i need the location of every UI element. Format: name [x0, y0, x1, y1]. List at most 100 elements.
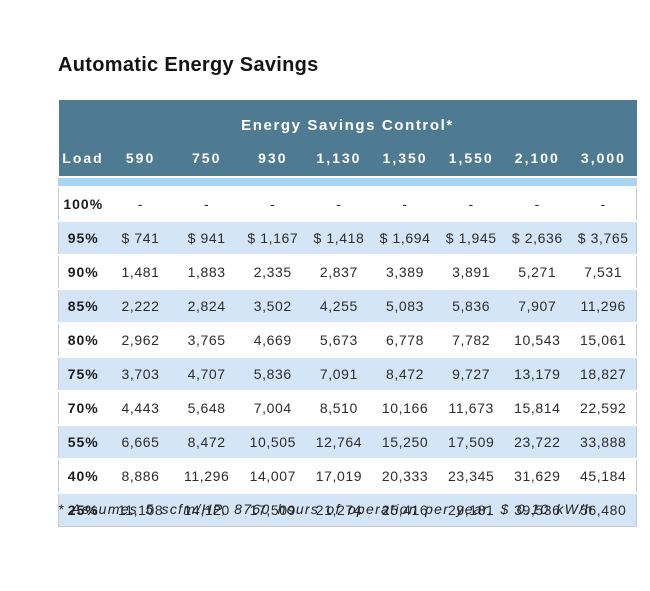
value-cell: -: [504, 186, 571, 221]
value-cell: 17,509: [438, 424, 505, 459]
value-cell: 4,443: [107, 390, 174, 425]
value-cell: 33,888: [570, 424, 638, 459]
value-cell: 45,184: [570, 458, 638, 493]
load-cell: 40%: [58, 458, 108, 493]
value-cell: 31,629: [504, 458, 571, 493]
table-row: 85% 2,222 2,824 3,502 4,255 5,083 5,836 7,907 11…: [58, 288, 638, 323]
value-cell: 4,255: [305, 288, 372, 323]
value-cell: 13,179: [504, 356, 571, 391]
value-cell: -: [305, 186, 372, 221]
value-cell: 3,891: [438, 254, 505, 289]
value-cell: -: [107, 186, 174, 221]
table-row: 55% 6,665 8,472 10,505 12,764 15,250 17,509 23,…: [58, 424, 638, 459]
value-cell: 8,472: [173, 424, 240, 459]
value-cell: 4,707: [173, 356, 240, 391]
value-cell: -: [173, 186, 240, 221]
flow-column-header: 590: [107, 145, 174, 177]
value-cell: 3,765: [173, 322, 240, 357]
value-cell: 10,166: [372, 390, 439, 425]
table-row: 40% 8,886 11,296 14,007 17,019 20,333 23,345 31…: [58, 458, 638, 493]
value-cell: 17,019: [305, 458, 372, 493]
table-row: 70% 4,443 5,648 7,004 8,510 10,166 11,673 15,81…: [58, 390, 638, 425]
value-cell: 10,505: [239, 424, 306, 459]
value-cell: 14,007: [239, 458, 306, 493]
value-cell: 56,480: [570, 492, 638, 527]
load-column-header: Load: [58, 145, 108, 177]
value-cell: 5,083: [372, 288, 439, 323]
table-body: 100% - - - - - - - -95% $ 741 $ 941 $ 1,167 $ 1,418 $…: [58, 176, 638, 527]
table-row: 90% 1,481 1,883 2,335 2,837 3,389 3,891 5,271 7,…: [58, 254, 638, 289]
load-cell: 75%: [58, 356, 108, 391]
load-cell: 90%: [58, 254, 108, 289]
value-cell: 9,727: [438, 356, 505, 391]
value-cell: 18,827: [570, 356, 638, 391]
value-cell: 14,120: [173, 492, 240, 527]
value-cell: -: [372, 186, 439, 221]
table-row: 100% - - - - - - - -: [58, 186, 638, 221]
value-cell: 3,389: [372, 254, 439, 289]
value-cell: 7,907: [504, 288, 571, 323]
footnote: * Assumes 5 scfm/HP, 8760 hours of opera…: [58, 501, 594, 517]
value-cell: 6,665: [107, 424, 174, 459]
value-cell: 11,296: [570, 288, 638, 323]
group-header-row: Energy Savings Control*: [58, 100, 637, 145]
value-cell: 3,703: [107, 356, 174, 391]
value-cell: 5,271: [504, 254, 571, 289]
value-cell: 17,509: [239, 492, 306, 527]
table-row: 80% 2,962 3,765 4,669 5,673 6,778 7,782 10,543 1…: [58, 322, 638, 357]
page-title: Automatic Energy Savings: [58, 54, 319, 76]
value-cell: 10,543: [504, 322, 571, 357]
value-cell: 21,274: [305, 492, 372, 527]
load-cell: 80%: [58, 322, 108, 357]
table-row: 75% 3,703 4,707 5,836 7,091 8,472 9,727 13,179 1…: [58, 356, 638, 391]
value-cell: -: [239, 186, 306, 221]
value-cell: 8,886: [107, 458, 174, 493]
flow-column-header: 3,000: [570, 145, 637, 177]
value-cell: 7,782: [438, 322, 505, 357]
flow-column-header: 2,100: [504, 145, 571, 177]
value-cell: 15,814: [504, 390, 571, 425]
value-cell: -: [570, 186, 638, 221]
value-cell: $ 1,694: [372, 220, 439, 255]
value-cell: 3,502: [239, 288, 306, 323]
value-cell: 2,335: [239, 254, 306, 289]
value-cell: 2,824: [173, 288, 240, 323]
flow-column-header: 1,130: [305, 145, 372, 177]
value-cell: 11,296: [173, 458, 240, 493]
value-cell: 11,673: [438, 390, 505, 425]
column-header-row: Load 590 750 930 1,130 1,350 1,550 2,100 3,000: [58, 145, 637, 177]
value-cell: $ 1,167: [239, 220, 306, 255]
value-cell: 20,333: [372, 458, 439, 493]
load-cell: 95%: [58, 220, 108, 255]
value-cell: 1,883: [173, 254, 240, 289]
value-cell: 8,510: [305, 390, 372, 425]
value-cell: 5,648: [173, 390, 240, 425]
value-cell: 23,345: [438, 458, 505, 493]
flow-column-header: 1,550: [438, 145, 505, 177]
load-cell: 55%: [58, 424, 108, 459]
accent-stripe: [58, 176, 637, 188]
value-cell: 7,091: [305, 356, 372, 391]
value-cell: $ 941: [173, 220, 240, 255]
value-cell: 22,592: [570, 390, 638, 425]
value-cell: $ 741: [107, 220, 174, 255]
value-cell: 25,416: [372, 492, 439, 527]
value-cell: 7,531: [570, 254, 638, 289]
flow-column-header: 1,350: [372, 145, 439, 177]
value-cell: 5,673: [305, 322, 372, 357]
flow-column-header: 750: [173, 145, 240, 177]
value-cell: 11,108: [107, 492, 174, 527]
value-cell: 15,250: [372, 424, 439, 459]
table-header: Energy Savings Control* Load 590 750 930 1,1…: [58, 100, 637, 177]
value-cell: 5,836: [438, 288, 505, 323]
value-cell: 39,536: [504, 492, 571, 527]
value-cell: 2,222: [107, 288, 174, 323]
group-header: Energy Savings Control*: [58, 100, 637, 145]
value-cell: 5,836: [239, 356, 306, 391]
value-cell: 2,837: [305, 254, 372, 289]
value-cell: 1,481: [107, 254, 174, 289]
load-cell: 25%: [58, 492, 108, 527]
load-cell: 70%: [58, 390, 108, 425]
value-cell: $ 1,418: [305, 220, 372, 255]
